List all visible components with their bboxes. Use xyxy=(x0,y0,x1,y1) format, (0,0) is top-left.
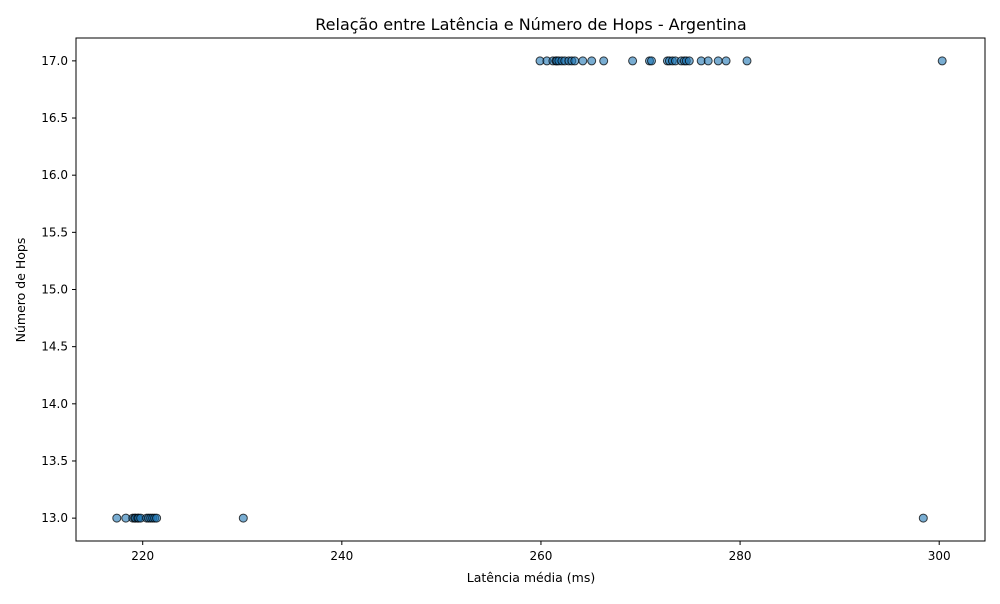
y-tick-label-5: 15.5 xyxy=(41,225,68,239)
y-tick-label-1: 13.5 xyxy=(41,454,68,468)
y-tick-label-3: 14.5 xyxy=(41,340,68,354)
y-axis-title: Número de Hops xyxy=(13,238,28,343)
y-tick-label-7: 16.5 xyxy=(41,111,68,125)
data-point-14 xyxy=(238,513,248,523)
y-tick-label-0: 13.0 xyxy=(41,511,68,525)
data-point-28 xyxy=(587,56,597,66)
plot-frame xyxy=(75,37,986,542)
data-point-0 xyxy=(112,513,122,523)
y-axis-ticks: 13.0 13.5 14.0 14.5 15.0 15.5 16.0 16.5 17.0 xyxy=(41,54,76,525)
y-tick-label-6: 16.0 xyxy=(41,168,68,182)
x-axis-title: Latência média (ms) xyxy=(467,570,595,585)
x-tick-label-0: 220 xyxy=(131,549,154,563)
x-tick-label-3: 280 xyxy=(729,549,752,563)
data-point-42 xyxy=(703,56,713,66)
data-point-15 xyxy=(918,513,928,523)
data-point-46 xyxy=(937,56,947,66)
y-tick-label-2: 14.0 xyxy=(41,397,68,411)
data-point-44 xyxy=(721,56,731,66)
data-point-32 xyxy=(647,56,656,66)
x-tick-label-1: 240 xyxy=(330,549,353,563)
data-point-27 xyxy=(578,56,588,66)
y-tick-label-8: 17.0 xyxy=(41,54,68,68)
data-point-30 xyxy=(628,56,638,66)
x-tick-label-2: 260 xyxy=(530,549,553,563)
y-tick-label-4: 15.0 xyxy=(41,283,68,297)
data-points xyxy=(112,56,947,523)
data-point-26 xyxy=(570,56,580,66)
data-point-45 xyxy=(742,56,752,66)
x-tick-label-4: 300 xyxy=(928,549,951,563)
data-point-29 xyxy=(599,56,609,66)
x-axis-ticks: 220 240 260 280 300 xyxy=(131,541,951,563)
chart-title: Relação entre Latência e Número de Hops … xyxy=(315,15,746,34)
data-point-43 xyxy=(713,56,723,66)
data-point-40 xyxy=(684,56,694,66)
data-point-13 xyxy=(152,513,162,523)
